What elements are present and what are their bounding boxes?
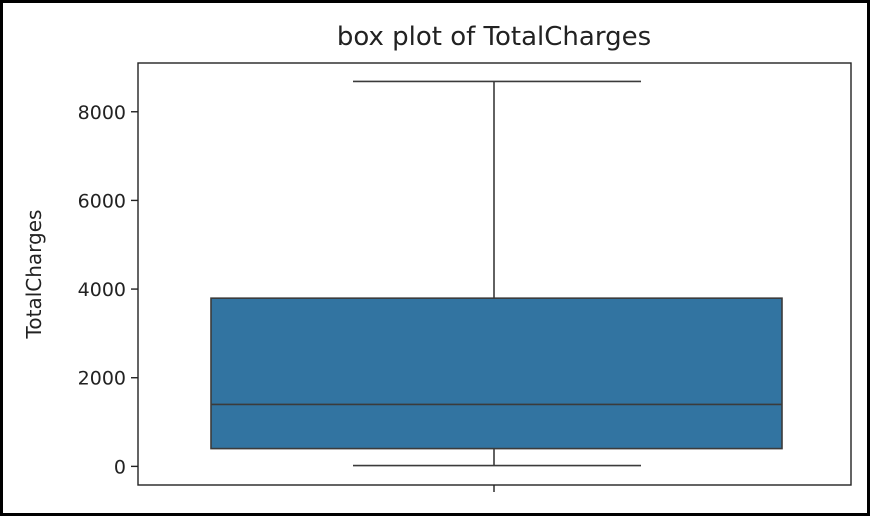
box-plot [210,80,783,467]
interquartile-box [210,297,783,450]
box-plot-chart: box plot of TotalCharges 0 2000 4000 6000 80… [22,22,852,492]
y-tick-label: 0 [114,456,126,478]
chart-title: box plot of TotalCharges [337,22,651,52]
y-tick-label: 2000 [78,368,126,390]
y-tick-label: 6000 [78,190,126,212]
y-tick-label: 8000 [78,102,126,124]
y-tick-label: 4000 [78,279,126,301]
y-axis: 0 2000 4000 6000 8000 [78,102,138,478]
y-axis-label: TotalCharges [22,210,46,340]
